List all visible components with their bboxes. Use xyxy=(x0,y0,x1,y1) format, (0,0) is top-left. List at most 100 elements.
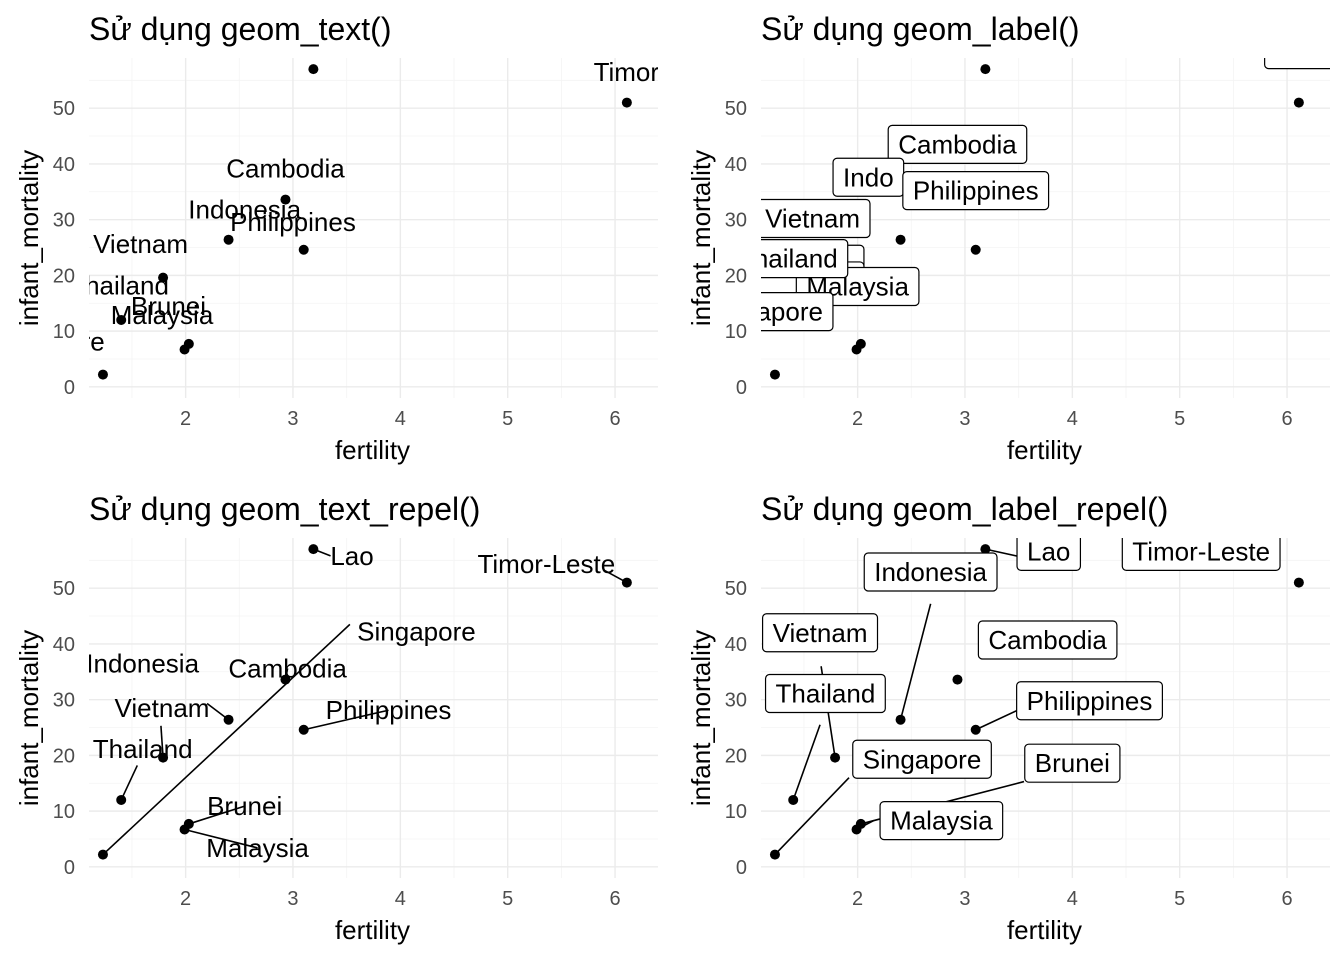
x-tick-label: 2 xyxy=(180,888,191,910)
label-text: Vietnam xyxy=(773,618,868,648)
y-tick-label: 50 xyxy=(53,578,75,600)
point-label: Thailand xyxy=(93,734,193,764)
label-box xyxy=(1121,538,1281,571)
data-point xyxy=(116,314,127,325)
label-text: Timor-Leste xyxy=(477,549,615,579)
y-tick-label: 20 xyxy=(53,745,75,767)
panel-geom-text-repel: 2 3 4 5 6 0 10 20 30 40 50 Sử dụng geom_text_repel(… xyxy=(14,491,658,945)
x-tick-label: 5 xyxy=(502,408,513,430)
y-tick-label: 30 xyxy=(725,690,747,712)
data-point xyxy=(855,338,866,349)
point-label: gapore xyxy=(761,292,834,332)
y-tick-label: 0 xyxy=(736,857,747,879)
data-point xyxy=(788,794,799,805)
label-text: Timor-Leste xyxy=(1132,536,1270,566)
x-tick-label: 2 xyxy=(852,888,863,910)
y-axis-label: infant_mortality xyxy=(14,630,44,806)
label-text: Lao xyxy=(330,541,373,571)
leader-segment xyxy=(975,708,1019,731)
label-text: Timor-Le xyxy=(594,57,697,87)
data-point xyxy=(855,818,866,829)
data-point xyxy=(830,752,841,763)
label-box xyxy=(852,739,992,779)
label-text: Lao xyxy=(1027,536,1070,566)
x-axis-label: fertility xyxy=(335,435,410,465)
data-point xyxy=(116,794,127,805)
label-text: Cambodia xyxy=(226,153,345,183)
leader-segment xyxy=(160,725,164,758)
y-tick-label: 30 xyxy=(53,210,75,232)
label-text: Brunei xyxy=(131,291,206,321)
data-point xyxy=(97,369,108,380)
label-text: Thailand xyxy=(93,734,193,764)
label-box xyxy=(761,198,871,239)
leader-segment xyxy=(774,777,850,856)
label-text: Singapore xyxy=(357,617,476,647)
x-tick-label: 4 xyxy=(395,888,406,910)
y-tick-label: 50 xyxy=(725,98,747,120)
point-label: Indonesia xyxy=(188,195,301,225)
label-text: Cambodia xyxy=(228,653,347,683)
label-text: Malaysia xyxy=(890,806,993,836)
data-point xyxy=(621,97,632,108)
point-label: Thailand xyxy=(761,239,849,279)
y-tick-label: 40 xyxy=(725,634,747,656)
y-tick-label: 20 xyxy=(725,265,747,287)
x-tick-label: 5 xyxy=(1174,408,1185,430)
leader-segment xyxy=(188,805,245,825)
label-text: Indonesia xyxy=(874,557,987,587)
x-tick-label: 5 xyxy=(1174,888,1185,910)
label-text: Cambodia xyxy=(898,129,1017,159)
label-text: Brunei xyxy=(1035,748,1110,778)
label-box xyxy=(764,673,886,714)
point-label: Vietnam xyxy=(93,229,188,259)
x-tick-label: 3 xyxy=(959,408,970,430)
data-point xyxy=(223,714,234,725)
x-tick-label: 4 xyxy=(1067,888,1078,910)
label-box xyxy=(1264,58,1330,70)
label-text: Philippines xyxy=(1027,686,1153,716)
panel-geom-label-repel: 2 3 4 5 6 0 10 20 30 40 50 Sử dụng geom_label_repel… xyxy=(686,491,1330,945)
leader-segment xyxy=(184,828,258,849)
leader-segment xyxy=(792,724,821,801)
y-tick-label: 0 xyxy=(736,377,747,399)
y-tick-label: 50 xyxy=(725,578,747,600)
point-label: Cambodia xyxy=(228,653,347,683)
data-point xyxy=(308,64,319,75)
y-tick-label: 30 xyxy=(53,690,75,712)
label-text: Malaysia xyxy=(111,300,214,330)
y-tick-label: 0 xyxy=(64,857,75,879)
label-box xyxy=(1024,743,1121,783)
leader-segment xyxy=(120,765,139,801)
label-text: Thailand xyxy=(69,270,169,300)
label-text: Philippines xyxy=(326,695,452,725)
label-box xyxy=(761,239,849,279)
label-box xyxy=(863,552,998,592)
label-box xyxy=(902,171,1050,211)
y-tick-label: 30 xyxy=(725,210,747,232)
leader-segment xyxy=(985,548,1019,558)
panel-title: Sử dụng geom_text() xyxy=(89,11,391,47)
point-label: Malaysia xyxy=(879,800,1004,841)
data-point xyxy=(970,724,981,735)
panel-geom-text: 2 3 4 5 6 0 10 20 30 40 50 Sử dụng geom_text()ferti… xyxy=(14,11,697,465)
point-label: Philippines xyxy=(902,171,1050,211)
point-label: Cambodia xyxy=(977,620,1118,660)
data-point xyxy=(970,244,981,255)
y-tick-label: 10 xyxy=(53,321,75,343)
y-tick-label: 20 xyxy=(725,745,747,767)
x-tick-label: 6 xyxy=(609,888,620,910)
y-tick-label: 40 xyxy=(53,154,75,176)
data-point xyxy=(952,674,963,685)
data-point xyxy=(183,338,194,349)
data-point xyxy=(895,714,906,725)
point-label: Malaysia xyxy=(111,300,214,330)
point-label: Thailand xyxy=(764,673,886,714)
leader-segment xyxy=(303,709,389,731)
point-label: Brunei xyxy=(207,791,282,821)
point-label: Philippines xyxy=(1016,681,1163,721)
label-box xyxy=(887,124,1028,164)
label-box xyxy=(977,620,1118,660)
